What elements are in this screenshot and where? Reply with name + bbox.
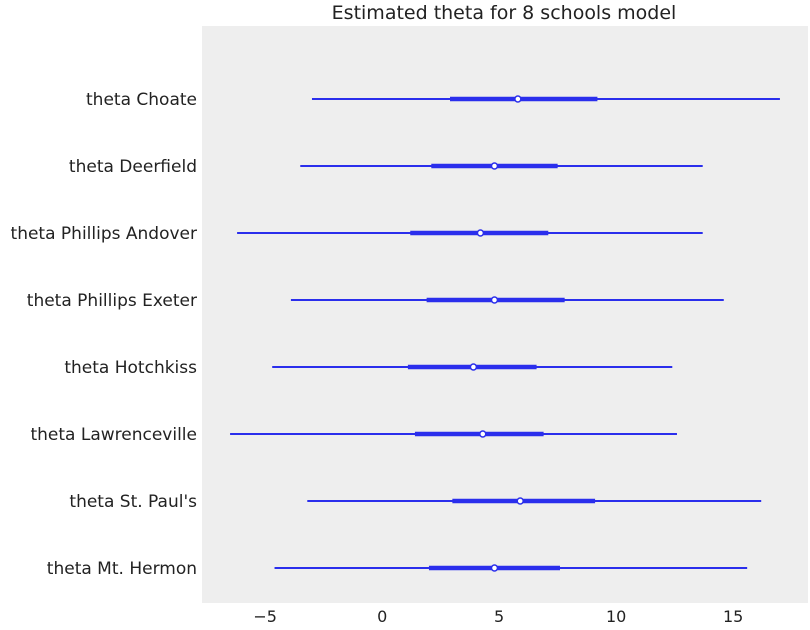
y-tick-label: theta Phillips Andover [11,224,197,244]
median-point [514,95,522,103]
y-tick-label: theta Mt. Hermon [47,559,197,579]
median-point [476,229,485,237]
y-tick-label: theta St. Paul's [69,492,197,512]
median-point [490,564,499,572]
y-axis-labels: theta Choate theta Deerfield theta Phillip… [11,90,198,579]
x-tick-label: 10 [606,607,626,626]
y-tick-label: theta Lawrenceville [30,425,197,445]
median-point [479,430,487,438]
x-tick-label: 15 [723,607,743,626]
chart-title: Estimated theta for 8 schools model [332,2,677,24]
y-tick-label: theta Hotchkiss [64,358,197,378]
x-tick-label: −5 [253,607,277,626]
x-axis-ticks: −5 0 5 10 15 [253,607,743,626]
median-point [516,497,524,505]
x-tick-label: 0 [377,607,387,626]
median-point [490,296,499,304]
median-point [469,363,478,371]
median-point [490,162,499,170]
y-tick-label: theta Deerfield [69,157,197,177]
x-tick-label: 5 [494,607,504,626]
plot-area [202,26,808,603]
intervals [230,95,780,572]
y-tick-label: theta Choate [86,90,197,110]
y-tick-label: theta Phillips Exeter [27,291,197,311]
